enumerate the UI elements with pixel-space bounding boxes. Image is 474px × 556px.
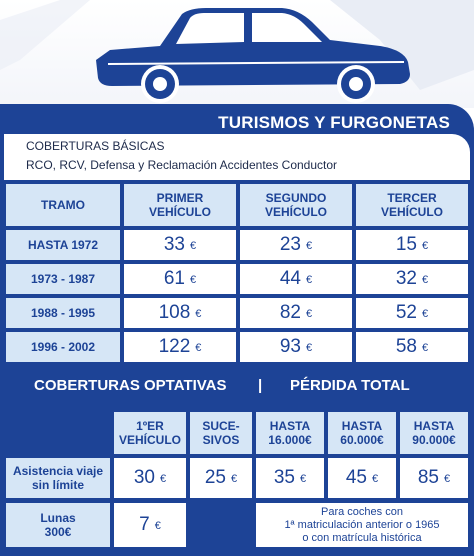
currency-symbol: €	[306, 274, 313, 286]
optional-header-cell: HASTA 60.000€	[328, 412, 396, 454]
row-label: 1973 - 1987	[30, 272, 96, 286]
row-label-cell: 1973 - 1987	[6, 264, 120, 294]
price-value: 33	[163, 234, 185, 255]
price-cell: 44 €	[240, 264, 352, 294]
header-label: TRAMO	[41, 198, 85, 212]
price-cell: 7 €	[114, 503, 186, 547]
row-label-cell: Lunas 300€	[6, 503, 110, 547]
price-value: 7	[139, 514, 150, 535]
price-value: 93	[279, 336, 301, 357]
price-value: 44	[279, 268, 301, 289]
price-value: 61	[163, 268, 185, 289]
header-label: HASTA 60.000€	[340, 419, 384, 447]
price-value: 15	[395, 234, 417, 255]
price-value: 122	[158, 336, 191, 357]
price-cell: 93 €	[240, 332, 352, 362]
row-label: Lunas 300€	[40, 511, 76, 539]
currency-symbol: €	[422, 274, 429, 286]
header-label: SUCE- SIVOS	[202, 419, 240, 447]
currency-symbol: €	[372, 473, 379, 485]
currency-symbol: €	[306, 240, 313, 252]
header-label: TERCER VEHÍCULO	[380, 191, 443, 219]
currency-symbol: €	[190, 274, 197, 286]
classic-car-icon	[0, 0, 474, 103]
currency-symbol: €	[306, 308, 313, 320]
optional-header-cell: SUCE- SIVOS	[190, 412, 252, 454]
basic-coverage-subtitle: RCO, RCV, Defensa y Reclamación Accident…	[26, 158, 338, 172]
price-value: 52	[395, 302, 417, 323]
price-cell: 32 €	[356, 264, 468, 294]
price-cell: 35 €	[256, 458, 324, 498]
currency-symbol: €	[195, 308, 202, 320]
price-cell: 25 €	[190, 458, 252, 498]
price-value: 108	[158, 302, 191, 323]
currency-symbol: €	[190, 240, 197, 252]
title-separator: |	[258, 377, 263, 394]
total-loss-title: PÉRDIDA TOTAL	[290, 377, 410, 394]
currency-symbol: €	[195, 342, 202, 354]
row-label: Asistencia viaje sin límite	[12, 464, 104, 492]
optional-header-cell: HASTA 90.000€	[400, 412, 468, 454]
currency-symbol: €	[422, 308, 429, 320]
header-label: 1ºER VEHÍCULO	[118, 419, 181, 447]
header-label: HASTA 16.000€	[268, 419, 312, 447]
row-label-cell: 1996 - 2002	[6, 332, 120, 362]
price-cell: 82 €	[240, 298, 352, 328]
row-label-cell: Asistencia viaje sin límite	[6, 458, 110, 498]
price-value: 82	[279, 302, 301, 323]
header-label: PRIMER VEHÍCULO	[148, 191, 211, 219]
row-label: HASTA 1972	[27, 238, 99, 252]
price-value: 85	[417, 467, 439, 488]
table-header-cell: SEGUNDO VEHÍCULO	[240, 184, 352, 226]
price-cell: 23 €	[240, 230, 352, 260]
currency-symbol: €	[422, 240, 429, 252]
price-value: 30	[133, 467, 155, 488]
currency-symbol: €	[300, 473, 307, 485]
price-cell: 15 €	[356, 230, 468, 260]
price-value: 23	[279, 234, 301, 255]
table-header-cell: TERCER VEHÍCULO	[356, 184, 468, 226]
currency-symbol: €	[160, 473, 167, 485]
price-cell: 52 €	[356, 298, 468, 328]
price-cell: 85 €	[400, 458, 468, 498]
price-cell: 45 €	[328, 458, 396, 498]
currency-symbol: €	[422, 342, 429, 354]
price-value: 45	[345, 467, 367, 488]
basic-coverage-title: COBERTURAS BÁSICAS	[26, 139, 165, 153]
table-header-cell: PRIMER VEHÍCULO	[124, 184, 236, 226]
currency-symbol: €	[154, 520, 161, 532]
price-cell: 61 €	[124, 264, 236, 294]
basic-coverage-box	[4, 134, 470, 180]
row-label-cell: 1988 - 1995	[6, 298, 120, 328]
car-illustration	[0, 0, 474, 108]
price-cell: 33 €	[124, 230, 236, 260]
optional-coverage-title: COBERTURAS OPTATIVAS	[34, 377, 227, 394]
row-label: 1988 - 1995	[30, 306, 96, 320]
currency-symbol: €	[231, 473, 238, 485]
price-value: 35	[273, 467, 295, 488]
price-cell: 58 €	[356, 332, 468, 362]
section-title: TURISMOS Y FURGONETAS	[218, 113, 450, 132]
header-label: HASTA 90.000€	[412, 419, 456, 447]
historic-cars-note: Para coches con 1ª matriculación anterio…	[256, 503, 468, 547]
header-label: SEGUNDO VEHÍCULO	[264, 191, 327, 219]
optional-header-cell: HASTA 16.000€	[256, 412, 324, 454]
row-label-cell: HASTA 1972	[6, 230, 120, 260]
currency-symbol: €	[306, 342, 313, 354]
price-value: 32	[395, 268, 417, 289]
currency-symbol: €	[444, 473, 451, 485]
price-cell: 30 €	[114, 458, 186, 498]
price-cell: 108 €	[124, 298, 236, 328]
price-value: 25	[204, 467, 226, 488]
row-label: 1996 - 2002	[30, 340, 96, 354]
price-cell: 122 €	[124, 332, 236, 362]
price-value: 58	[395, 336, 417, 357]
optional-header-cell: 1ºER VEHÍCULO	[114, 412, 186, 454]
table-header-cell: TRAMO	[6, 184, 120, 226]
